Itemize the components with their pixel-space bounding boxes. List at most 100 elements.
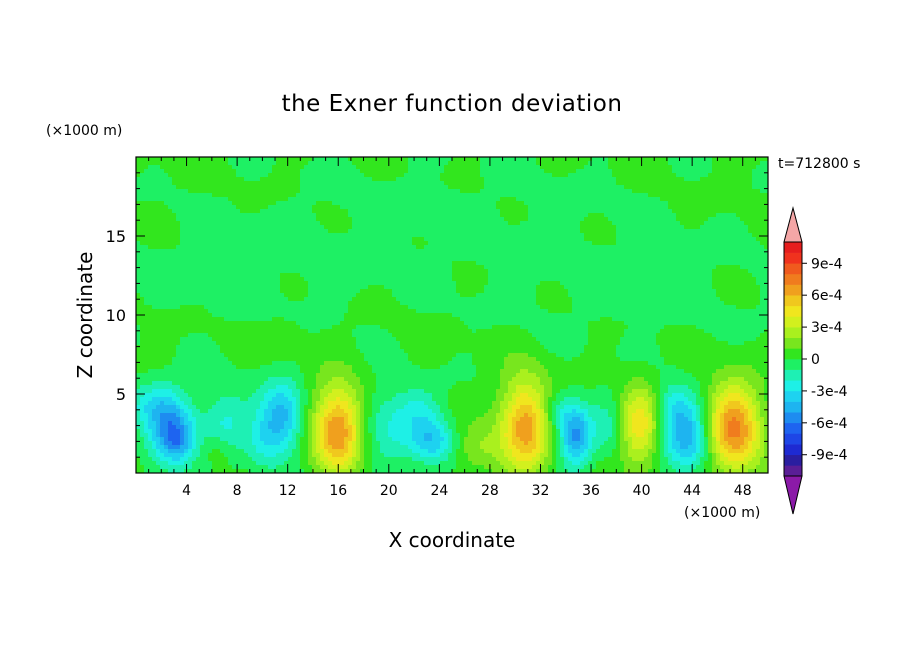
contour-cell <box>456 245 461 250</box>
contour-cell <box>456 229 461 234</box>
contour-cell <box>348 173 353 178</box>
contour-cell <box>612 209 617 214</box>
contour-cell <box>136 217 141 222</box>
contour-cell <box>692 177 697 182</box>
contour-cell <box>484 253 489 258</box>
contour-cell <box>584 277 589 282</box>
contour-cell <box>216 193 221 198</box>
contour-cell <box>304 173 309 178</box>
contour-cell <box>692 189 697 194</box>
contour-cell <box>552 161 557 166</box>
contour-cell <box>556 213 561 218</box>
contour-cell <box>532 249 537 254</box>
contour-cell <box>368 249 373 254</box>
contour-cell <box>644 213 649 218</box>
contour-cell <box>468 157 473 162</box>
contour-cell <box>760 205 765 210</box>
contour-cell <box>264 261 269 266</box>
contour-cell <box>564 233 569 238</box>
contour-cell <box>448 269 453 274</box>
contour-cell <box>216 161 221 166</box>
contour-cell <box>480 233 485 238</box>
contour-cell <box>312 189 317 194</box>
contour-cell <box>720 189 725 194</box>
contour-cell <box>740 229 745 234</box>
contour-cell <box>508 189 513 194</box>
contour-cell <box>244 277 249 282</box>
contour-cell <box>164 233 169 238</box>
contour-cell <box>564 189 569 194</box>
contour-cell <box>188 193 193 198</box>
contour-cell <box>140 273 145 278</box>
contour-cell <box>720 193 725 198</box>
contour-cell <box>492 209 497 214</box>
contour-cell <box>224 221 229 226</box>
contour-cell <box>188 217 193 222</box>
contour-cell <box>172 205 177 210</box>
contour-cell <box>492 161 497 166</box>
contour-cell <box>200 157 205 162</box>
contour-cell <box>468 185 473 190</box>
contour-cell <box>724 209 729 214</box>
contour-cell <box>720 249 725 254</box>
contour-cell <box>260 197 265 202</box>
contour-cell <box>572 217 577 222</box>
contour-cell <box>416 193 421 198</box>
contour-cell <box>688 277 693 282</box>
contour-cell <box>196 261 201 266</box>
contour-cell <box>592 165 597 170</box>
contour-cell <box>336 225 341 230</box>
contour-cell <box>284 269 289 274</box>
contour-cell <box>336 173 341 178</box>
contour-cell <box>356 181 361 186</box>
contour-cell <box>676 249 681 254</box>
contour-cell <box>680 201 685 206</box>
contour-cell <box>244 245 249 250</box>
contour-cell <box>728 249 733 254</box>
contour-cell <box>596 157 601 162</box>
contour-cell <box>760 157 765 162</box>
contour-cell <box>168 265 173 270</box>
contour-cell <box>740 241 745 246</box>
contour-cell <box>300 273 305 278</box>
contour-cell <box>328 229 333 234</box>
contour-cell <box>660 225 665 230</box>
contour-cell <box>584 177 589 182</box>
contour-cell <box>720 169 725 174</box>
contour-cell <box>440 181 445 186</box>
contour-cell <box>664 197 669 202</box>
contour-cell <box>296 165 301 170</box>
contour-cell <box>652 265 657 270</box>
contour-cell <box>260 173 265 178</box>
contour-cell <box>356 261 361 266</box>
contour-cell <box>748 209 753 214</box>
contour-cell <box>756 189 761 194</box>
contour-cell <box>428 209 433 214</box>
contour-cell <box>560 225 565 230</box>
contour-cell <box>600 197 605 202</box>
contour-cell <box>372 245 377 250</box>
contour-cell <box>356 233 361 238</box>
contour-cell <box>584 265 589 270</box>
contour-cell <box>432 237 437 242</box>
contour-cell <box>136 245 141 250</box>
contour-cell <box>356 185 361 190</box>
contour-cell <box>760 189 765 194</box>
contour-cell <box>152 205 157 210</box>
contour-cell <box>632 249 637 254</box>
contour-cell <box>488 181 493 186</box>
contour-cell <box>164 237 169 242</box>
contour-cell <box>252 197 257 202</box>
contour-cell <box>388 181 393 186</box>
contour-cell <box>564 201 569 206</box>
contour-cell <box>352 269 357 274</box>
contour-cell <box>364 273 369 278</box>
contour-cell <box>148 217 153 222</box>
contour-cell <box>168 185 173 190</box>
contour-cell <box>460 241 465 246</box>
contour-cell <box>172 273 177 278</box>
contour-cell <box>504 233 509 238</box>
contour-cell <box>192 269 197 274</box>
contour-cell <box>264 253 269 258</box>
contour-cell <box>216 197 221 202</box>
